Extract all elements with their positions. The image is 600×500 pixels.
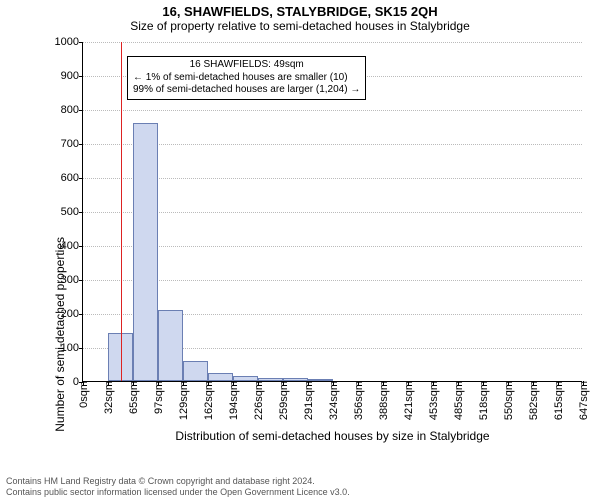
xtick-label: 324sqm <box>326 381 340 420</box>
y-axis-label: Number of semi-detached properties <box>53 237 67 432</box>
histogram-bar <box>258 378 283 381</box>
xtick-label: 421sqm <box>401 381 415 420</box>
histogram-bar <box>133 123 158 381</box>
xtick-label: 129sqm <box>176 381 190 420</box>
footer-line-2: Contains public sector information licen… <box>6 487 350 498</box>
xtick-label: 162sqm <box>201 381 215 420</box>
xtick-label: 356sqm <box>351 381 365 420</box>
ytick-label: 1000 <box>55 36 83 48</box>
xtick-label: 226sqm <box>251 381 265 420</box>
xtick-label: 259sqm <box>276 381 290 420</box>
ytick-label: 200 <box>61 308 83 320</box>
gridline-h <box>83 110 582 111</box>
xtick-label: 65sqm <box>126 381 140 414</box>
xtick-label: 32sqm <box>101 381 115 414</box>
ytick-label: 800 <box>61 104 83 116</box>
xtick-label: 453sqm <box>426 381 440 420</box>
ytick-label: 400 <box>61 240 83 252</box>
ytick-label: 900 <box>61 70 83 82</box>
ytick-label: 300 <box>61 274 83 286</box>
plot-area: Distribution of semi-detached houses by … <box>82 42 582 382</box>
ytick-label: 100 <box>61 342 83 354</box>
xtick-label: 485sqm <box>451 381 465 420</box>
xtick-label: 550sqm <box>501 381 515 420</box>
marker-line <box>121 42 122 381</box>
histogram-bar <box>158 310 183 381</box>
gridline-h <box>83 42 582 43</box>
ytick-label: 700 <box>61 138 83 150</box>
annotation-line-3: 99% of semi-detached houses are larger (… <box>133 84 360 97</box>
histogram-bar <box>183 361 208 381</box>
histogram-bar <box>283 378 308 381</box>
histogram-bar <box>208 373 233 382</box>
histogram-bar <box>233 376 258 381</box>
annotation-line-1: 16 SHAWFIELDS: 49sqm <box>133 59 360 72</box>
xtick-label: 647sqm <box>576 381 590 420</box>
xtick-label: 0sqm <box>76 381 90 408</box>
xtick-label: 582sqm <box>526 381 540 420</box>
xtick-label: 518sqm <box>476 381 490 420</box>
annotation-box: 16 SHAWFIELDS: 49sqm ← 1% of semi-detach… <box>127 56 366 100</box>
annotation-line-2: ← 1% of semi-detached houses are smaller… <box>133 72 360 85</box>
ytick-label: 500 <box>61 206 83 218</box>
xtick-label: 194sqm <box>226 381 240 420</box>
x-axis-label: Distribution of semi-detached houses by … <box>83 429 582 443</box>
footer-line-1: Contains HM Land Registry data © Crown c… <box>6 476 350 487</box>
page-subtitle: Size of property relative to semi-detach… <box>0 19 600 33</box>
page-title: 16, SHAWFIELDS, STALYBRIDGE, SK15 2QH <box>0 0 600 19</box>
histogram-bar <box>308 379 333 381</box>
xtick-label: 97sqm <box>151 381 165 414</box>
footer: Contains HM Land Registry data © Crown c… <box>6 476 350 498</box>
xtick-label: 388sqm <box>376 381 390 420</box>
ytick-label: 600 <box>61 172 83 184</box>
xtick-label: 615sqm <box>551 381 565 420</box>
chart-container: Number of semi-detached properties Distr… <box>52 42 582 417</box>
xtick-label: 291sqm <box>301 381 315 420</box>
